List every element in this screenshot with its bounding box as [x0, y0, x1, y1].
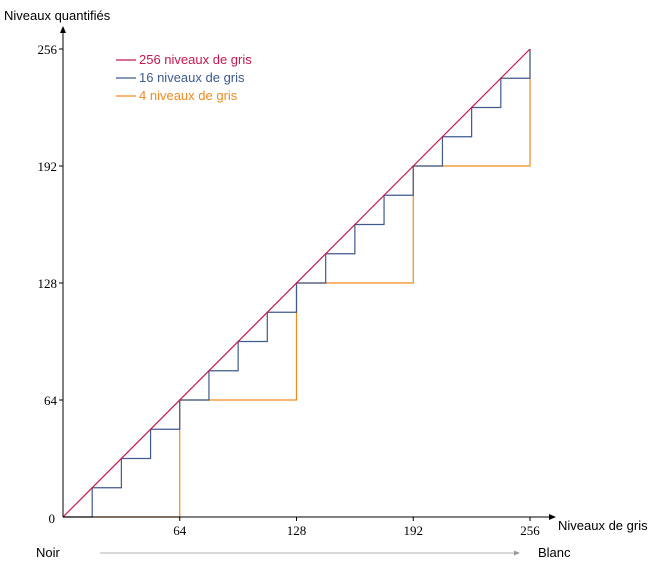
noir-label: Noir	[36, 545, 61, 560]
y-tick-label: 0	[49, 511, 56, 526]
x-axis-label: Niveaux de gris	[558, 518, 648, 533]
y-tick-label: 128	[38, 276, 58, 291]
y-tick-group: 0 64 128 192 256	[38, 42, 63, 526]
blanc-label: Blanc	[538, 545, 571, 560]
x-tick-label: 256	[520, 523, 540, 538]
legend-label: 4 niveaux de gris	[139, 88, 238, 103]
y-axis-label: Niveaux quantifiés	[4, 8, 111, 23]
legend-label: 16 niveaux de gris	[139, 70, 245, 85]
x-axis-arrowhead	[549, 514, 556, 520]
y-tick-label: 256	[38, 42, 58, 57]
x-tick-label: 128	[287, 523, 307, 538]
y-axis-arrowhead	[60, 26, 66, 33]
series-line-0	[62, 48, 531, 518]
y-tick-label: 192	[38, 159, 58, 174]
legend-label: 256 niveaux de gris	[139, 52, 252, 67]
x-tick-label: 192	[404, 523, 424, 538]
legend: 256 niveaux de gris 16 niveaux de gris 4 n…	[116, 52, 252, 103]
series-layer	[62, 48, 531, 518]
x-tick-label: 64	[173, 523, 187, 538]
gradient-arrowhead	[514, 550, 520, 556]
x-tick-group: 64 128 192 256	[173, 517, 540, 538]
y-tick-label: 64	[44, 393, 58, 408]
